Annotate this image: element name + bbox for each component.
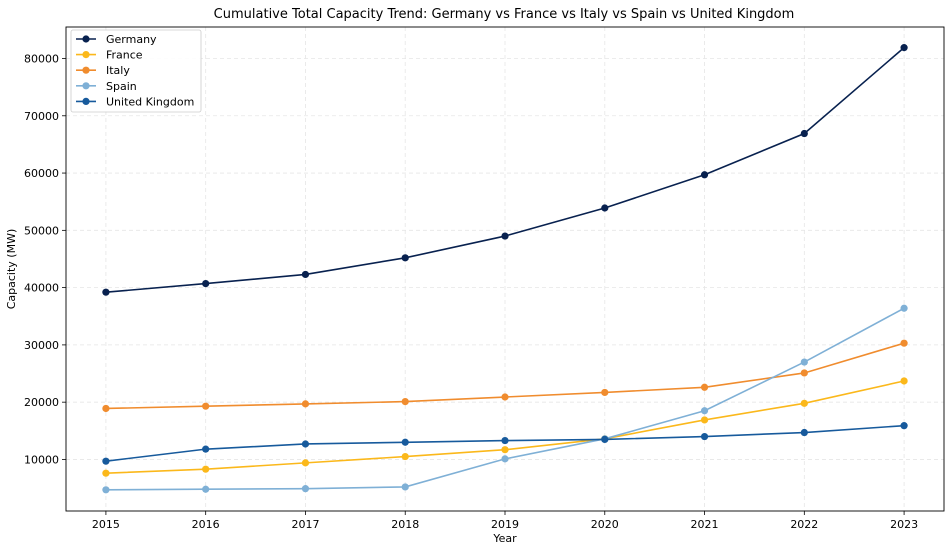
x-tick-label: 2021 <box>691 518 719 531</box>
data-point <box>700 432 709 441</box>
x-tick-label: 2018 <box>391 518 419 531</box>
data-point <box>700 171 709 179</box>
data-point <box>601 435 609 444</box>
legend-marker <box>82 97 90 105</box>
data-point <box>102 457 110 465</box>
data-point <box>301 270 310 279</box>
y-tick-label: 70000 <box>24 110 59 123</box>
x-tick-label: 2022 <box>790 518 818 531</box>
data-point <box>700 416 709 424</box>
data-point <box>202 485 210 493</box>
data-point <box>301 459 310 467</box>
y-tick-label: 10000 <box>24 453 59 466</box>
y-tick-label: 20000 <box>24 396 59 409</box>
x-tick-label: 2020 <box>591 518 619 531</box>
series-france <box>102 377 908 477</box>
series-united-kingdom <box>102 422 908 465</box>
y-tick-label: 50000 <box>24 224 59 237</box>
data-point <box>301 440 310 448</box>
x-tick-label: 2015 <box>92 518 120 531</box>
data-point <box>401 438 409 446</box>
data-point <box>900 44 908 52</box>
data-point <box>401 452 409 461</box>
y-tick-label: 60000 <box>24 167 59 180</box>
grid <box>66 27 944 511</box>
data-point <box>900 304 908 312</box>
data-point <box>401 483 409 491</box>
legend-box <box>70 29 202 113</box>
legend-item: Spain <box>76 80 137 93</box>
x-tick-label: 2023 <box>890 518 918 531</box>
data-point <box>102 288 110 296</box>
data-point <box>601 204 609 212</box>
data-point <box>401 254 409 262</box>
data-point <box>301 485 310 493</box>
data-point <box>102 486 110 494</box>
data-point <box>501 232 509 240</box>
data-point <box>900 422 908 430</box>
data-point <box>501 393 509 401</box>
legend: Germany France Italy Spain United Kingdom <box>70 29 202 113</box>
y-tick-label: 30000 <box>24 339 59 352</box>
axes: 2015 2016 2017 2018 2019 2020 2021 2022 2023 1000… <box>24 53 918 531</box>
legend-label: United Kingdom <box>106 95 194 108</box>
data-point <box>700 407 709 415</box>
legend-item: Italy <box>76 64 130 77</box>
data-point <box>900 377 908 385</box>
data-point <box>501 455 509 463</box>
legend-label: Italy <box>106 64 130 77</box>
legend-item: Germany <box>76 33 157 46</box>
plot-frame <box>65 26 945 512</box>
series-spain <box>102 304 908 494</box>
legend-label: Spain <box>106 80 137 93</box>
data-point <box>202 465 210 473</box>
data-point <box>202 445 210 453</box>
data-point <box>202 280 210 288</box>
data-point <box>501 446 509 454</box>
data-point <box>700 383 709 391</box>
legend-label: France <box>106 49 143 62</box>
data-point <box>102 404 110 413</box>
series-germany <box>102 44 908 296</box>
data-point <box>401 397 409 406</box>
x-tick-label: 2016 <box>192 518 220 531</box>
data-point <box>800 369 808 377</box>
x-tick-label: 2019 <box>491 518 519 531</box>
legend-marker <box>82 51 90 59</box>
x-tick-label: 2017 <box>291 518 319 531</box>
data-point <box>501 436 509 445</box>
legend-item: United Kingdom <box>76 95 194 108</box>
legend-marker <box>82 82 90 90</box>
data-point <box>800 428 808 437</box>
y-tick-label: 80000 <box>24 53 59 66</box>
x-axis-label: Year <box>492 532 517 545</box>
legend-marker <box>82 66 90 74</box>
data-point <box>900 339 908 347</box>
series-lines <box>102 44 908 494</box>
data-point <box>301 400 310 408</box>
data-point <box>601 388 609 397</box>
legend-marker <box>82 35 90 43</box>
data-point <box>202 402 210 410</box>
data-point <box>800 399 808 407</box>
y-tick-label: 40000 <box>24 282 59 295</box>
data-point <box>102 469 110 477</box>
legend-label: Germany <box>106 33 157 46</box>
chart-title: Cumulative Total Capacity Trend: Germany… <box>214 7 795 22</box>
data-point <box>800 358 808 366</box>
data-point <box>800 129 808 138</box>
legend-item: France <box>76 49 143 62</box>
y-axis-label: Capacity (MW) <box>5 229 18 310</box>
